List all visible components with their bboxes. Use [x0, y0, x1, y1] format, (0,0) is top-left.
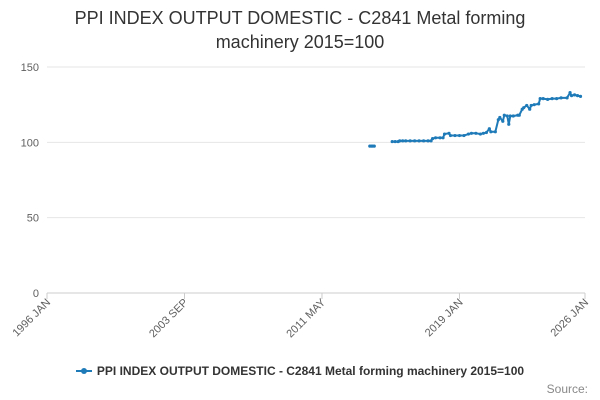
series-points — [368, 91, 583, 148]
y-axis: 0 50 100 150 — [21, 62, 39, 300]
chart-title-line-2: machinery 2015=100 — [215, 32, 385, 52]
data-point-1-48 — [538, 97, 542, 101]
data-point-1-31 — [496, 118, 500, 122]
x-tick-label-0: 1996 JAN — [10, 297, 53, 340]
data-point-1-1 — [393, 139, 397, 144]
data-point-1-46 — [532, 103, 536, 107]
data-point-1-20 — [457, 133, 462, 138]
data-point-1-14 — [438, 136, 442, 140]
data-point-1-26 — [481, 131, 485, 135]
data-point-1-25 — [478, 132, 482, 136]
data-point-1-4 — [401, 139, 405, 143]
data-point-1-15 — [441, 136, 445, 140]
grid-lines — [47, 66, 585, 294]
data-point-1-30 — [493, 130, 497, 134]
data-point-1-52 — [555, 97, 559, 101]
data-point-1-22 — [466, 132, 471, 136]
data-point-1-59 — [578, 94, 583, 98]
data-point-1-38 — [511, 114, 515, 118]
data-point-1-58 — [575, 94, 580, 98]
y-tick-label-150: 150 — [21, 62, 39, 74]
data-point-1-9 — [422, 139, 426, 143]
data-point-1-51 — [550, 97, 554, 101]
x-tick-label-4: 2026 JAN — [548, 297, 591, 340]
data-point-1-23 — [469, 131, 474, 135]
chart-title-line-1: PPI INDEX OUTPUT DOMESTIC - C2841 Metal … — [74, 8, 526, 28]
data-point-1-45 — [529, 103, 533, 108]
data-point-0-3 — [372, 144, 376, 148]
data-point-1-29 — [489, 130, 493, 134]
series-lines — [369, 91, 581, 148]
data-point-1-7 — [413, 139, 417, 143]
legend-item[interactable]: PPI INDEX OUTPUT DOMESTIC - C2841 Metal … — [75, 364, 525, 378]
data-point-1-37 — [508, 114, 512, 118]
data-point-1-21 — [462, 133, 466, 138]
legend-label: PPI INDEX OUTPUT DOMESTIC - C2841 Metal … — [96, 364, 525, 378]
data-point-1-56 — [569, 94, 574, 98]
data-point-1-57 — [572, 93, 577, 97]
data-point-1-34 — [502, 113, 506, 117]
data-point-1-47 — [537, 102, 541, 106]
legend[interactable]: PPI INDEX OUTPUT DOMESTIC - C2841 Metal … — [0, 364, 600, 378]
data-point-1-5 — [404, 139, 408, 143]
data-point-1-10 — [426, 139, 430, 143]
data-point-1-0 — [390, 139, 394, 144]
data-point-1-50 — [546, 97, 550, 101]
x-axis: 1996 JAN 2003 SEP 2011 MAY 2019 JAN 2026 JAN — [10, 292, 591, 341]
data-point-1-28 — [487, 127, 491, 131]
data-point-1-32 — [498, 115, 502, 120]
data-point-1-36 — [507, 122, 511, 126]
data-point-1-43 — [525, 103, 529, 108]
data-point-1-35 — [505, 114, 509, 118]
x-tick-label-1: 2003 SEP — [147, 297, 191, 341]
x-tick-label-3: 2019 JAN — [423, 297, 466, 340]
data-point-1-18 — [448, 133, 453, 138]
y-tick-label-50: 50 — [27, 213, 39, 225]
x-tick-label-2: 2011 MAY — [284, 296, 328, 340]
data-point-1-8 — [417, 139, 421, 143]
data-point-1-53 — [559, 96, 563, 100]
y-tick-label-0: 0 — [33, 288, 39, 300]
data-point-1-3 — [398, 139, 402, 143]
data-point-1-24 — [474, 131, 478, 135]
data-point-1-16 — [442, 132, 447, 136]
data-point-1-12 — [430, 136, 435, 141]
data-point-1-6 — [408, 139, 412, 143]
data-point-1-33 — [501, 119, 505, 123]
data-point-1-55 — [568, 91, 572, 95]
data-point-1-54 — [565, 96, 569, 100]
data-point-1-13 — [433, 136, 438, 140]
chart-title: PPI INDEX OUTPUT DOMESTIC - C2841 Metal … — [0, 6, 600, 54]
data-point-1-11 — [429, 139, 433, 143]
source-credit[interactable]: Source: — [546, 382, 588, 396]
data-point-1-42 — [522, 106, 526, 110]
y-tick-label-100: 100 — [21, 137, 39, 149]
data-point-1-27 — [484, 130, 488, 135]
data-point-1-44 — [528, 107, 532, 111]
data-point-1-17 — [447, 131, 451, 135]
data-point-1-49 — [541, 97, 545, 101]
legend-line-marker-icon — [75, 367, 92, 375]
data-point-1-19 — [453, 133, 457, 138]
data-point-1-40 — [517, 113, 521, 117]
